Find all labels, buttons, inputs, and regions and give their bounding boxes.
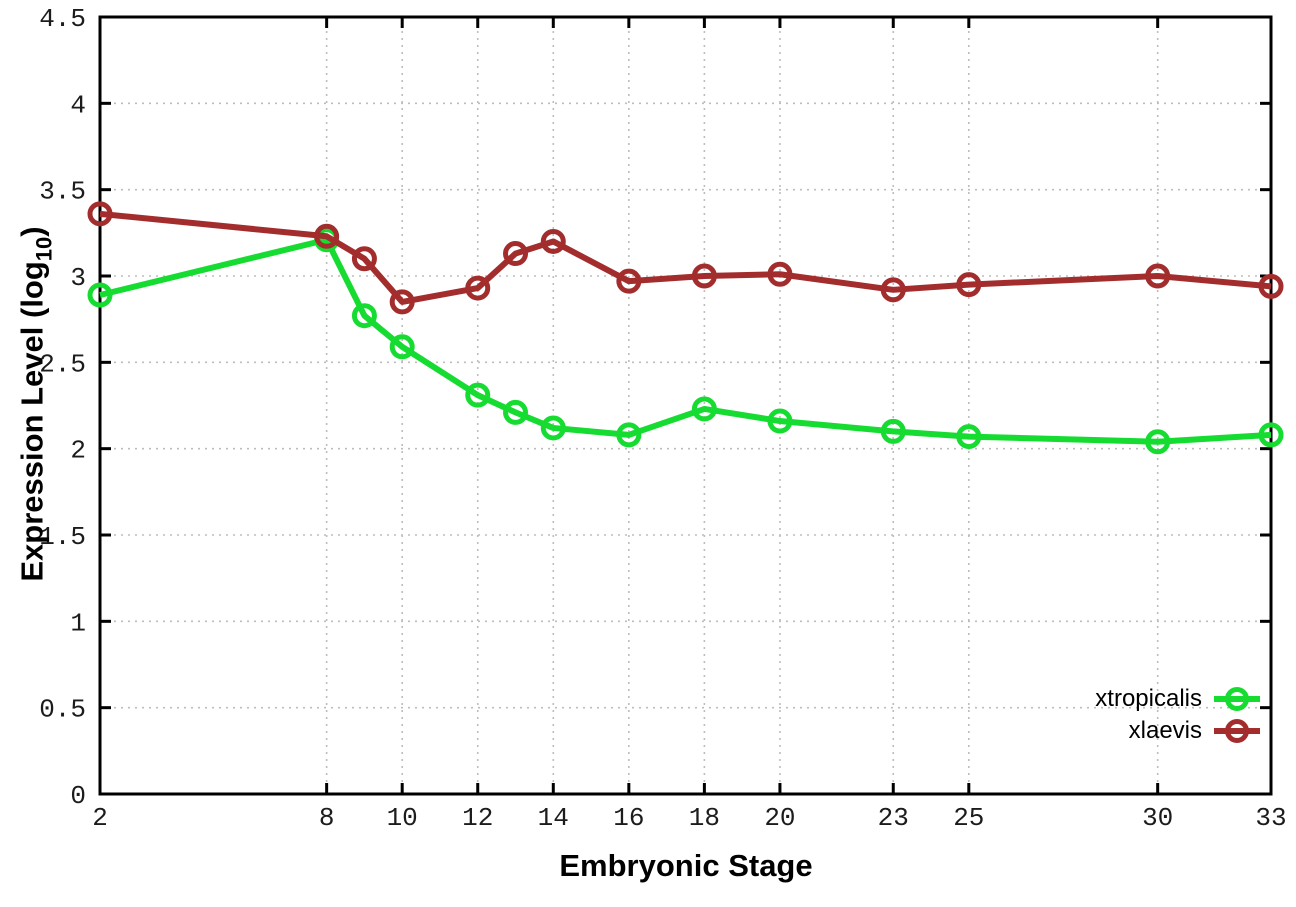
- legend-marker-xlaevis-icon: [1214, 719, 1260, 743]
- marker-xtropicalis-stage-33: [1258, 422, 1284, 448]
- marker-xtropicalis-stage-20: [767, 408, 793, 434]
- marker-xtropicalis-stage-25: [956, 424, 982, 450]
- plot-border: [98, 15, 1273, 796]
- marker-xlaevis-stage-10: [389, 289, 415, 315]
- y-tick-label-2: 2: [70, 436, 86, 466]
- y-axis-title-suffix: ): [14, 226, 50, 237]
- x-tick-label-14: 14: [538, 803, 569, 833]
- legend-item-xlaevis: xlaevis: [1095, 716, 1260, 746]
- y-tick-label-1.5: 1.5: [39, 522, 86, 552]
- marker-xlaevis-stage-16: [616, 268, 642, 294]
- x-tick-label-8: 8: [319, 803, 335, 833]
- x-tick-label-25: 25: [953, 803, 984, 833]
- x-tick-label-2: 2: [92, 803, 108, 833]
- y-tick-label-0: 0: [70, 781, 86, 811]
- marker-xtropicalis-stage-10: [389, 334, 415, 360]
- marker-xlaevis-stage-33: [1258, 273, 1284, 299]
- legend-label-xlaevis: xlaevis: [1128, 717, 1202, 744]
- marker-xlaevis-stage-30: [1145, 263, 1171, 289]
- legend-item-xtropicalis: xtropicalis: [1095, 684, 1260, 714]
- marker-xtropicalis-stage-9: [351, 303, 377, 329]
- y-tick-label-3: 3: [70, 263, 86, 293]
- marker-xtropicalis-stage-30: [1145, 429, 1171, 455]
- y-tick-label-2.5: 2.5: [39, 349, 86, 379]
- marker-xlaevis-stage-2: [87, 201, 113, 227]
- marker-xlaevis-stage-9: [351, 246, 377, 272]
- y-axis-title-subscript: 10: [31, 236, 57, 262]
- legend-label-xtropicalis: xtropicalis: [1095, 685, 1202, 712]
- x-tick-label-18: 18: [689, 803, 720, 833]
- x-tick-label-10: 10: [387, 803, 418, 833]
- y-axis-title-text: Expression Level (log: [14, 261, 50, 582]
- y-tick-label-1: 1: [70, 608, 86, 638]
- marker-xlaevis-stage-8: [314, 223, 340, 249]
- x-tick-label-23: 23: [878, 803, 909, 833]
- marker-xtropicalis-stage-13: [503, 399, 529, 425]
- series-line-xlaevis: [99, 210, 1272, 305]
- x-tick-label-16: 16: [613, 803, 644, 833]
- marker-xtropicalis-stage-23: [880, 418, 906, 444]
- marker-xtropicalis-stage-12: [465, 382, 491, 408]
- marker-xtropicalis-stage-14: [540, 415, 566, 441]
- legend: xtropicalis xlaevis: [1095, 684, 1260, 746]
- marker-xlaevis-stage-25: [956, 272, 982, 298]
- y-tick-label-0.5: 0.5: [39, 695, 86, 725]
- x-tick-label-12: 12: [462, 803, 493, 833]
- marker-xlaevis-stage-23: [880, 277, 906, 303]
- y-tick-label-3.5: 3.5: [39, 177, 86, 207]
- x-tick-label-30: 30: [1142, 803, 1173, 833]
- y-tick-label-4.5: 4.5: [39, 4, 86, 34]
- marker-xtropicalis-stage-16: [616, 422, 642, 448]
- marker-xlaevis-stage-12: [465, 275, 491, 301]
- x-axis-title: Embryonic Stage: [559, 848, 813, 883]
- series-line-xtropicalis: [99, 236, 1272, 445]
- y-tick-label-4: 4: [70, 90, 86, 120]
- marker-xtropicalis-stage-2: [87, 282, 113, 308]
- x-tick-label-33: 33: [1255, 803, 1286, 833]
- marker-xlaevis-stage-18: [691, 263, 717, 289]
- x-tick-label-20: 20: [764, 803, 795, 833]
- marker-xlaevis-stage-14: [540, 228, 566, 254]
- marker-xlaevis-stage-13: [503, 241, 529, 267]
- marker-xlaevis-stage-20: [767, 261, 793, 287]
- marker-xtropicalis-stage-18: [691, 396, 717, 422]
- y-axis-title: Expression Level (log10): [15, 226, 58, 581]
- legend-marker-xtropicalis-icon: [1214, 687, 1260, 711]
